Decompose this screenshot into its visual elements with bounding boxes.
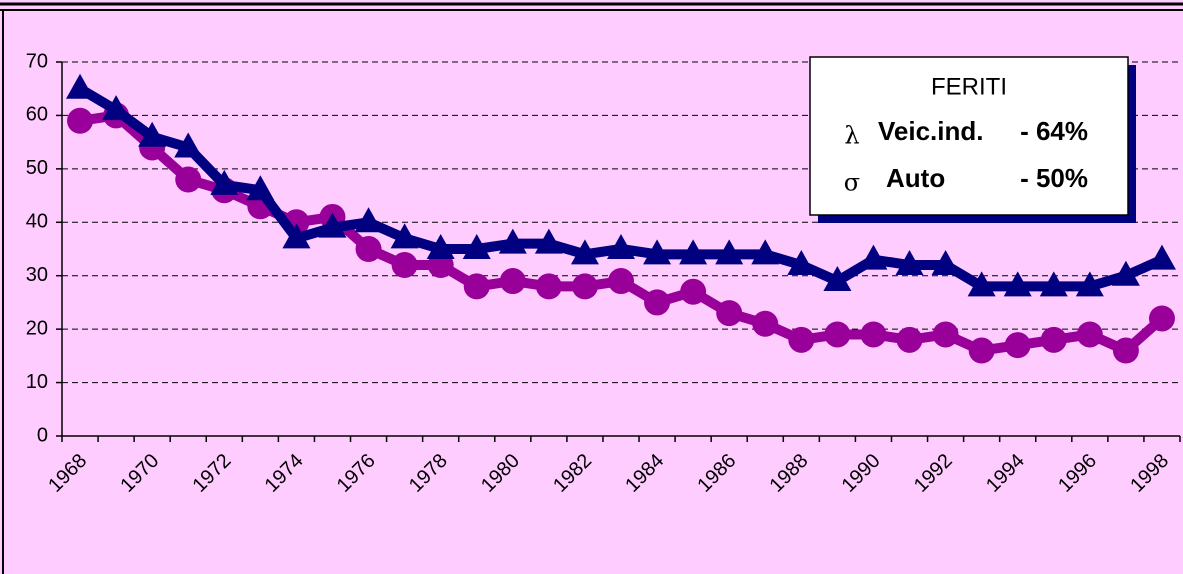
data-point — [607, 234, 635, 259]
data-point — [931, 250, 960, 276]
legend-label: Auto — [886, 163, 945, 193]
data-point — [1112, 337, 1139, 364]
data-point — [462, 234, 491, 259]
legend: FERITI λ Veic.ind. - 64% σ Auto - 50% — [809, 56, 1136, 223]
data-point — [1040, 326, 1067, 353]
data-point — [354, 207, 383, 233]
data-point — [246, 175, 275, 201]
data-point — [788, 326, 815, 353]
data-point — [967, 271, 996, 297]
data-point — [1147, 244, 1176, 270]
data-point — [1148, 305, 1175, 332]
data-point — [824, 321, 851, 348]
data-point — [1111, 260, 1140, 286]
y-tick-label: 40 — [26, 211, 48, 233]
data-point — [895, 250, 924, 276]
data-point — [174, 132, 203, 158]
data-point — [968, 337, 995, 364]
data-point — [571, 273, 598, 300]
data-point — [644, 289, 671, 316]
data-point — [859, 244, 888, 270]
data-point — [138, 121, 167, 147]
data-point — [66, 73, 95, 99]
data-point — [1039, 271, 1068, 297]
data-point — [67, 107, 94, 134]
data-point — [680, 278, 707, 305]
data-point — [1075, 271, 1104, 297]
data-point — [391, 252, 418, 279]
data-point — [499, 268, 526, 295]
data-point — [318, 212, 347, 238]
data-point — [534, 228, 563, 254]
legend-change: - 50% — [1020, 163, 1088, 193]
data-point — [102, 95, 131, 121]
y-tick-label: 50 — [26, 157, 48, 179]
legend-title: FERITI — [931, 73, 1007, 100]
data-point — [752, 310, 779, 337]
y-tick-label: 30 — [26, 264, 48, 286]
data-point — [210, 169, 239, 195]
data-point — [570, 239, 599, 265]
data-point — [426, 234, 455, 259]
data-point — [787, 250, 816, 276]
data-point — [932, 321, 959, 348]
y-tick-label: 60 — [26, 104, 48, 126]
data-point — [282, 223, 311, 249]
data-point — [390, 223, 419, 249]
data-point — [896, 326, 923, 353]
data-point — [823, 266, 852, 292]
data-point — [716, 300, 743, 327]
data-point — [860, 321, 887, 348]
data-point — [679, 239, 708, 265]
data-point — [175, 166, 202, 193]
data-point — [463, 273, 490, 300]
data-point — [355, 236, 382, 262]
data-point — [498, 228, 527, 254]
data-point — [608, 268, 634, 295]
legend-symbol: σ — [844, 169, 860, 197]
data-point — [751, 239, 780, 265]
legend-box — [809, 56, 1129, 216]
y-tick-label: 70 — [26, 50, 48, 72]
y-tick-label: 20 — [26, 317, 48, 339]
y-tick-label: 0 — [37, 424, 48, 446]
data-point — [643, 239, 672, 265]
data-point — [1004, 332, 1031, 359]
legend-label: Veic.ind. — [878, 116, 984, 146]
legend-symbol: λ — [844, 122, 859, 150]
data-point — [1076, 321, 1103, 348]
y-tick-label: 10 — [26, 371, 48, 393]
data-point — [1003, 271, 1032, 297]
data-point — [535, 273, 562, 300]
legend-change: - 64% — [1020, 116, 1088, 146]
data-point — [715, 239, 744, 265]
